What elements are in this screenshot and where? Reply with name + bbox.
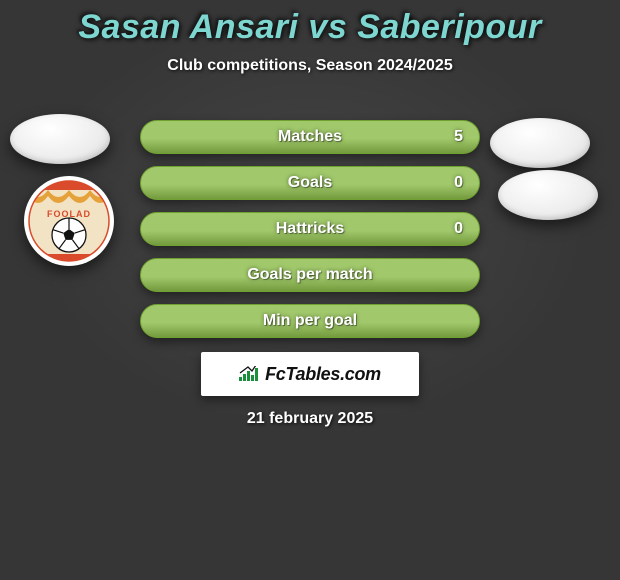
player-right-avatar-placeholder-2 xyxy=(498,170,598,220)
comparison-card: Sasan Ansari vs Saberipour Club competit… xyxy=(0,0,620,580)
stats-panel: Matches 5 Goals 0 Hattricks 0 Goals per match M… xyxy=(140,120,480,350)
watermark-text: FcTables.com xyxy=(265,364,381,385)
page-title: Sasan Ansari vs Saberipour xyxy=(0,0,620,47)
fctables-logo-icon xyxy=(239,366,259,382)
stat-row: Goals 0 xyxy=(140,166,480,200)
stat-value: 0 xyxy=(454,220,463,238)
stat-value: 5 xyxy=(454,128,463,146)
stat-row: Goals per match xyxy=(140,258,480,292)
stat-label: Matches xyxy=(278,128,342,146)
stat-row: Min per goal xyxy=(140,304,480,338)
subtitle: Club competitions, Season 2024/2025 xyxy=(0,57,620,75)
stat-value: 0 xyxy=(454,174,463,192)
stat-row: Matches 5 xyxy=(140,120,480,154)
stat-row: Hattricks 0 xyxy=(140,212,480,246)
stat-label: Goals per match xyxy=(247,266,372,284)
stat-label: Hattricks xyxy=(276,220,344,238)
stat-label: Min per goal xyxy=(263,312,357,330)
stat-label: Goals xyxy=(288,174,332,192)
foolad-badge-icon: FOOLAD xyxy=(28,180,110,262)
player-left-avatar-placeholder xyxy=(10,114,110,164)
watermark: FcTables.com xyxy=(201,352,419,396)
player-right-avatar-placeholder-1 xyxy=(490,118,590,168)
generated-date: 21 february 2025 xyxy=(0,410,620,428)
club-badge-left: FOOLAD xyxy=(24,176,114,266)
